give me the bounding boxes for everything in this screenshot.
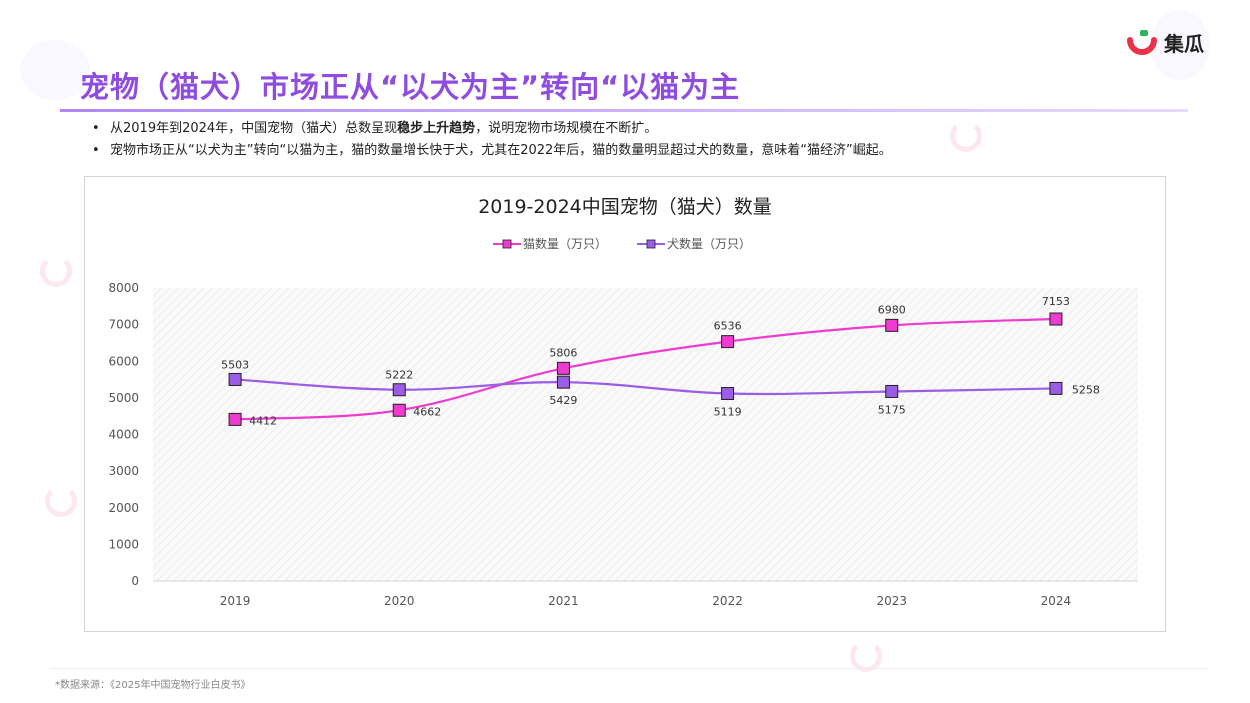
data-point-cat <box>556 361 570 375</box>
y-tick-label: 2000 <box>108 501 139 515</box>
y-tick-label: 5000 <box>108 391 139 405</box>
x-tick-label: 2024 <box>1041 594 1072 608</box>
brand-logo-icon <box>1127 30 1157 55</box>
series-line-dog <box>235 378 1056 396</box>
brand-watermark-icon <box>45 485 77 517</box>
bullet-item: 从2019年到2024年，中国宠物（猫犬）总数呈现稳步上升趋势，说明宠物市场规模… <box>92 118 892 140</box>
bullet-item: 宠物市场正从“以犬为主”转向“以猫为主，猫的数量增长快于犬，尤其在2022年后，… <box>92 140 892 162</box>
data-label-dog: 5119 <box>714 406 742 419</box>
brand-watermark-icon <box>40 255 72 287</box>
y-tick-label: 8000 <box>108 281 139 295</box>
y-tick-label: 0 <box>131 574 139 588</box>
bullet-highlight: 稳步上升趋势 <box>397 121 476 136</box>
data-source: *数据来源：《2025年中国宠物行业白皮书》 <box>55 680 251 691</box>
data-point-dog <box>556 375 570 389</box>
y-tick-label: 4000 <box>108 428 139 442</box>
data-point-dog <box>721 387 735 401</box>
legend-label-cat: 猫数量（万只） <box>523 236 607 251</box>
summary-bullets: 从2019年到2024年，中国宠物（猫犬）总数呈现稳步上升趋势，说明宠物市场规模… <box>92 118 892 162</box>
plot-area <box>153 288 1138 581</box>
data-point-cat <box>721 335 735 349</box>
brand-name: 集瓜 <box>1164 31 1204 56</box>
bullet-text: 宠物市场正从“以犬为主”转向“以猫为主，猫的数量增长快于犬，尤其在2022年后，… <box>110 143 892 158</box>
paw-watermark <box>1150 10 1210 80</box>
data-point-dog <box>1049 381 1063 395</box>
bullet-text: 从2019年到2024年，中国宠物（猫犬）总数呈现 <box>110 121 398 136</box>
x-tick-label: 2020 <box>384 594 415 608</box>
brand-logo: 集瓜 <box>1126 26 1204 58</box>
title-underline <box>60 109 1188 112</box>
data-point-cat <box>228 412 242 426</box>
page-title: 宠物（猫犬）市场正从“以犬为主”转向“以猫为主 <box>80 70 741 104</box>
x-tick-label: 2021 <box>548 594 579 608</box>
legend-marker-cat <box>502 239 512 249</box>
data-label-cat: 4662 <box>413 405 441 418</box>
y-tick-label: 3000 <box>108 464 139 478</box>
data-label-dog: 5429 <box>549 394 577 407</box>
data-point-cat <box>885 318 899 332</box>
data-label-dog: 5258 <box>1072 383 1100 396</box>
x-tick-label: 2022 <box>712 594 743 608</box>
paw-watermark <box>20 40 90 100</box>
data-label-cat: 6536 <box>714 320 742 333</box>
data-label-cat: 6980 <box>878 303 906 316</box>
legend-label-dog: 犬数量（万只） <box>667 236 751 251</box>
data-point-dog <box>228 372 242 386</box>
chart-title: 2019-2024中国宠物（猫犬）数量 <box>478 196 772 218</box>
data-label-cat: 7153 <box>1042 295 1070 308</box>
x-tick-label: 2023 <box>876 594 907 608</box>
chart-container: 2019-2024中国宠物（猫犬）数量 猫数量（万只） 犬数量（万只） 0 1000… <box>84 176 1166 632</box>
x-tick-label: 2019 <box>220 594 251 608</box>
footer-divider <box>50 668 1208 669</box>
data-point-cat <box>1049 312 1063 326</box>
y-tick-label: 6000 <box>108 354 139 368</box>
y-tick-label: 7000 <box>108 318 139 332</box>
y-tick-label: 1000 <box>108 537 139 551</box>
data-label-cat: 5806 <box>549 346 577 359</box>
data-point-dog <box>392 383 406 397</box>
brand-watermark-icon <box>950 120 982 152</box>
data-label-dog: 5175 <box>878 403 906 416</box>
data-label-dog: 5222 <box>385 369 413 382</box>
line-chart: 2019-2024中国宠物（猫犬）数量 猫数量（万只） 犬数量（万只） 0 1000… <box>108 196 1138 608</box>
series-line-cat <box>235 317 1056 421</box>
brand-watermark-icon <box>850 640 882 672</box>
data-label-dog: 5503 <box>221 358 249 371</box>
legend-marker-dog <box>646 239 656 249</box>
data-point-cat <box>392 403 406 417</box>
bullet-text: ，说明宠物市场规模在不断扩。 <box>475 121 658 136</box>
data-label-cat: 4412 <box>249 414 277 427</box>
data-point-dog <box>885 384 899 398</box>
